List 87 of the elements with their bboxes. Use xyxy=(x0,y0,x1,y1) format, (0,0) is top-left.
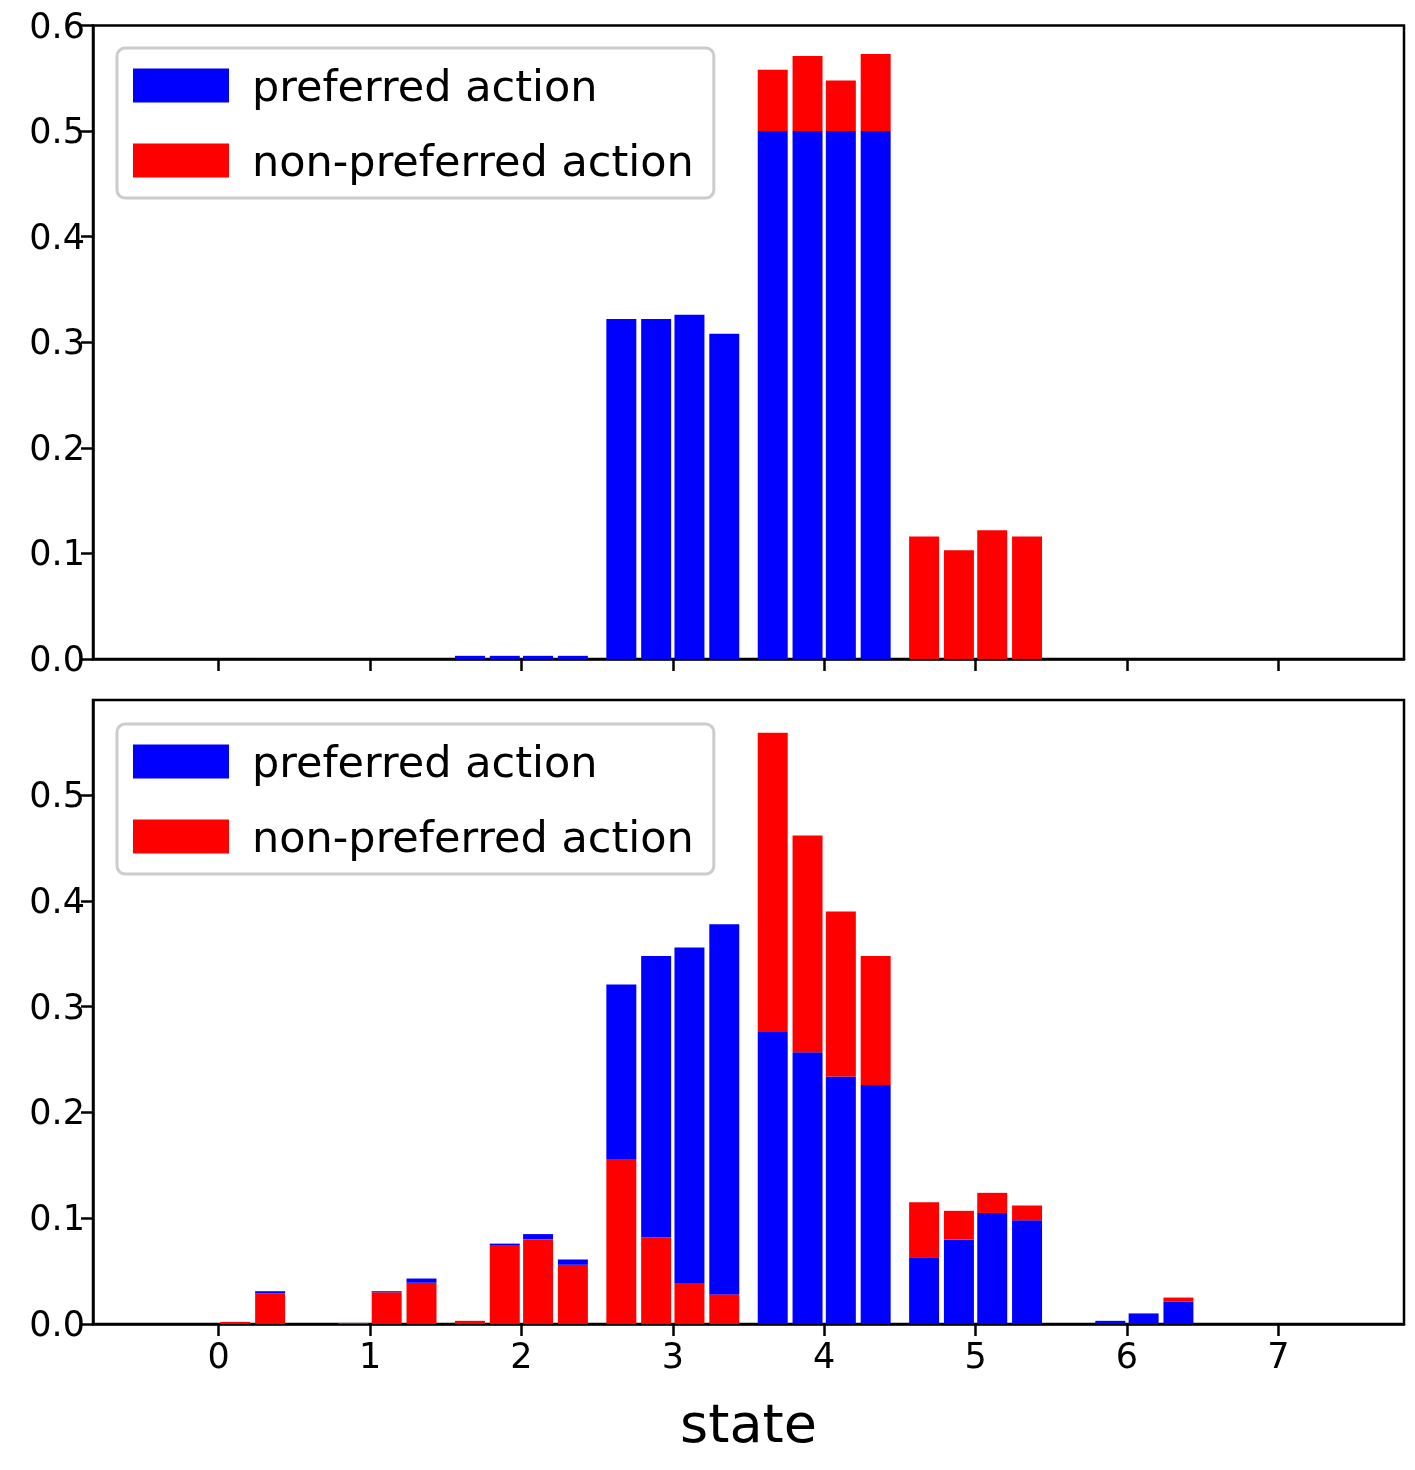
bar xyxy=(641,1237,672,1324)
x-tick-label: 3 xyxy=(661,1335,684,1376)
legend-label: preferred action xyxy=(252,60,598,111)
bar xyxy=(606,1159,637,1324)
bar xyxy=(977,1212,1008,1324)
y-tick-label: 0.0 xyxy=(29,639,85,679)
bar xyxy=(943,550,974,659)
bar xyxy=(757,1032,788,1324)
bar xyxy=(860,131,891,659)
bar xyxy=(557,655,588,659)
bar xyxy=(1012,536,1043,659)
bar xyxy=(860,54,891,132)
bar xyxy=(977,1192,1008,1213)
bar xyxy=(255,1291,286,1294)
bar xyxy=(371,1292,402,1324)
bar xyxy=(489,655,520,659)
y-tick-label: 0.5 xyxy=(29,111,85,152)
bar xyxy=(825,1076,856,1324)
bar xyxy=(792,835,823,1053)
bar xyxy=(1012,1205,1043,1221)
bar xyxy=(406,1278,437,1283)
y-tick-label: 0.1 xyxy=(29,1198,85,1239)
bar xyxy=(825,80,856,132)
y-tick-label: 0.3 xyxy=(29,322,85,363)
bar xyxy=(792,1052,823,1324)
y-tick-label: 0.6 xyxy=(29,5,85,46)
bar xyxy=(709,333,740,659)
x-tick-label: 7 xyxy=(1267,1335,1290,1376)
legend-label: non-preferred action xyxy=(252,135,694,186)
bar xyxy=(606,984,637,1160)
bar xyxy=(523,655,554,659)
bar xyxy=(489,1245,520,1324)
x-tick-label: 1 xyxy=(358,1335,382,1376)
bar xyxy=(757,69,788,132)
y-tick-label: 0.2 xyxy=(29,427,85,468)
x-tick-label: 6 xyxy=(1115,1335,1139,1376)
bar xyxy=(1163,1297,1194,1302)
bar xyxy=(674,947,705,1284)
bar xyxy=(255,1293,286,1324)
bar xyxy=(860,955,891,1085)
bar xyxy=(523,1239,554,1324)
bar xyxy=(454,1320,485,1324)
bar xyxy=(641,955,672,1238)
bar xyxy=(1012,1220,1043,1324)
y-tick-label: 0.2 xyxy=(29,1092,85,1133)
bar xyxy=(454,655,485,659)
bar xyxy=(674,1283,705,1324)
bar xyxy=(606,319,637,659)
x-tick-label: 5 xyxy=(964,1335,987,1376)
bar xyxy=(709,1294,740,1324)
y-tick-label: 0.4 xyxy=(29,880,85,921)
bar xyxy=(523,1234,554,1240)
bar xyxy=(909,1257,940,1324)
bar xyxy=(674,314,705,659)
bar xyxy=(792,56,823,132)
x-tick-label: 4 xyxy=(813,1335,836,1376)
x-tick-label: 2 xyxy=(510,1335,533,1376)
bar xyxy=(709,924,740,1295)
bar xyxy=(557,1264,588,1324)
bar xyxy=(825,911,856,1077)
bar xyxy=(489,1243,520,1246)
bar xyxy=(943,1239,974,1324)
bar xyxy=(943,1210,974,1240)
bar xyxy=(557,1259,588,1265)
y-tick-label: 0.3 xyxy=(29,986,85,1027)
bar xyxy=(1128,1313,1159,1324)
bar xyxy=(909,1202,940,1258)
x-axis-title: state xyxy=(680,1391,817,1455)
bar xyxy=(406,1282,437,1324)
bar xyxy=(757,732,788,1033)
y-tick-label: 0.4 xyxy=(29,216,85,257)
bar xyxy=(909,536,940,659)
legend-label: preferred action xyxy=(252,736,598,787)
bar xyxy=(641,319,672,659)
bar xyxy=(220,1321,251,1324)
bar xyxy=(825,131,856,659)
y-tick-label: 0.1 xyxy=(29,533,85,574)
bar xyxy=(1095,1320,1126,1324)
bar xyxy=(792,131,823,659)
bar xyxy=(757,131,788,659)
bar xyxy=(1163,1301,1194,1324)
y-tick-label: 0.0 xyxy=(29,1304,85,1344)
y-tick-label: 0.5 xyxy=(29,775,85,816)
legend-label: non-preferred action xyxy=(252,811,694,862)
bar xyxy=(860,1084,891,1324)
x-tick-label: 0 xyxy=(207,1335,230,1376)
bar xyxy=(977,530,1008,659)
